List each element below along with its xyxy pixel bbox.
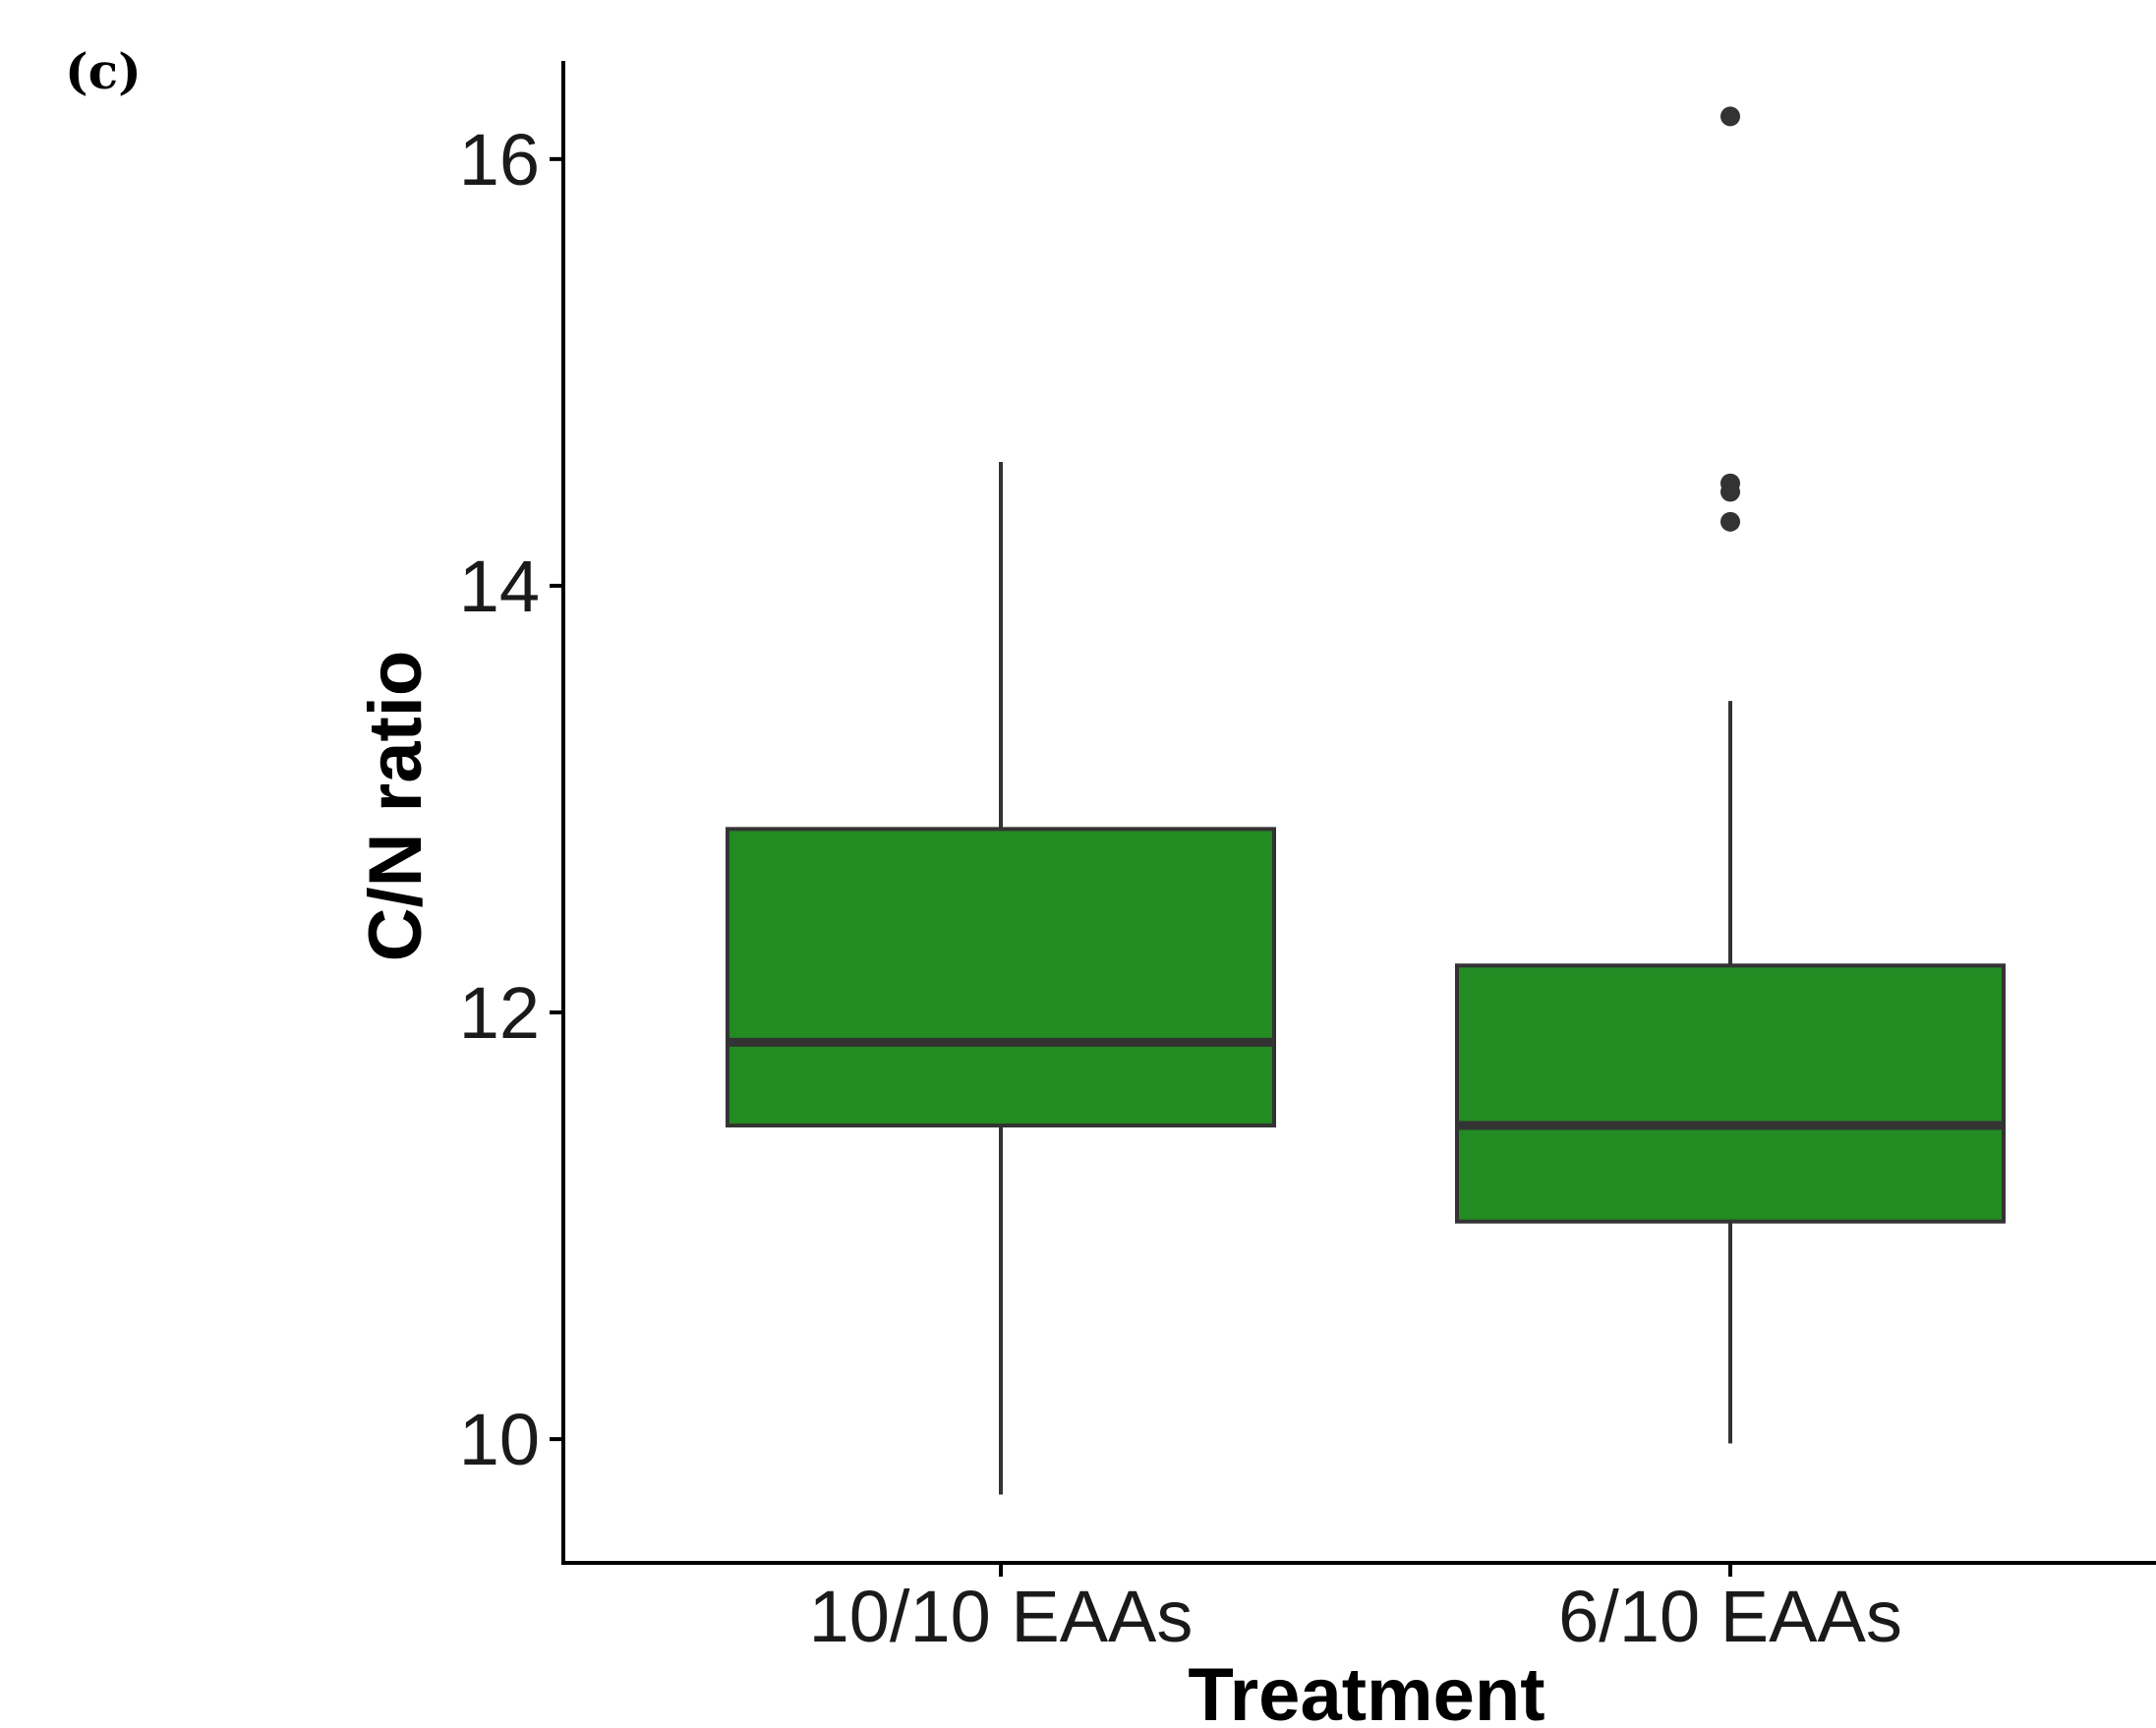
box-iqr [726,827,1276,1128]
panel-label: (c) [65,42,142,100]
outlier-point [1720,482,1740,502]
box-iqr [1455,963,2006,1224]
x-axis-title: Treatment [1188,1653,1544,1728]
box-group [1455,106,2006,1444]
y-tick-label: 12 [459,972,540,1054]
y-tick-label: 16 [459,119,540,201]
y-tick-label: 14 [459,546,540,627]
outlier-point [1720,106,1740,127]
y-tick-label: 10 [459,1399,540,1480]
x-axis-ticks: 10/10 EAAs 6/10 EAAs [809,1563,1902,1657]
outlier-point [1720,511,1740,532]
x-tick-label: 10/10 EAAs [809,1576,1194,1657]
x-tick-label: 6/10 EAAs [1558,1576,1902,1657]
box-group [726,462,1276,1495]
plot-area [726,106,2006,1495]
y-axis-title: C/N ratio [354,651,437,962]
y-axis-ticks: 10 12 14 16 [459,119,563,1480]
